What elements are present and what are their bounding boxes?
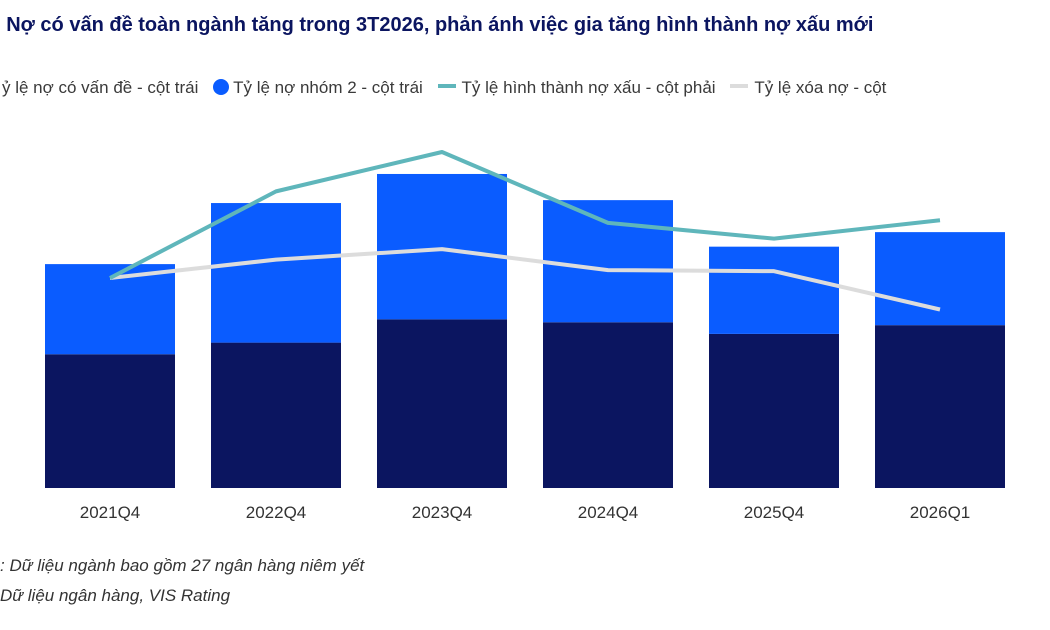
- legend-label-group2-debt: Tỷ lệ nợ nhóm 2 - cột trái: [233, 78, 423, 97]
- legend-swatch-npl-formation: [437, 84, 456, 88]
- legend-label-write-off: Tỷ lệ xóa nợ - cột: [754, 78, 887, 97]
- legend-item-write-off: Tỷ lệ xóa nợ - cột: [730, 78, 886, 98]
- bar-2026Q1-series-1: [875, 232, 1005, 326]
- line-layer: [109, 150, 941, 312]
- legend-label-problem-debt: ỷ lệ nợ có vấn đề - cột trái: [2, 78, 199, 97]
- x-axis-ticks: 2021Q4 2022Q4 2023Q4 2024Q4 2025Q4 2026Q1: [80, 503, 971, 522]
- bar-2026Q1-series-0: [875, 325, 1005, 488]
- footnote-note: : Dữ liệu ngành bao gồm 27 ngân hàng niê…: [0, 556, 365, 575]
- bar-2024Q4-series-1: [543, 200, 673, 323]
- legend-item-problem-debt: ỷ lệ nợ có vấn đề - cột trái: [0, 78, 198, 98]
- legend-label-npl-formation: Tỷ lệ hình thành nợ xấu - cột phải: [461, 78, 716, 97]
- x-tick-label: 2026Q1: [910, 503, 971, 522]
- bar-2025Q4-series-0: [709, 333, 839, 488]
- bar-layer: [45, 173, 1005, 488]
- x-tick-label: 2022Q4: [246, 503, 307, 522]
- x-tick-label: 2025Q4: [744, 503, 805, 522]
- line-series-write-off: [109, 247, 941, 312]
- x-tick-label: 2021Q4: [80, 503, 141, 522]
- bar-2024Q4-series-0: [543, 322, 673, 488]
- chart-legend: ỷ lệ nợ có vấn đề - cột trái Tỷ lệ nợ nh…: [0, 78, 896, 98]
- chart-title: : Nợ có vấn đề toàn ngành tăng trong 3T2…: [0, 14, 874, 36]
- bar-2025Q4-series-1: [709, 246, 839, 334]
- bar-2021Q4-series-0: [45, 354, 175, 488]
- legend-item-group2-debt: Tỷ lệ nợ nhóm 2 - cột trái: [213, 78, 423, 98]
- bar-2022Q4-series-1: [211, 203, 341, 343]
- chart-plot-area: 2021Q4 2022Q4 2023Q4 2024Q4 2025Q4 2026Q1: [45, 150, 1005, 522]
- bar-2022Q4-series-0: [211, 342, 341, 488]
- bar-2023Q4-series-1: [377, 173, 507, 320]
- bar-2021Q4-series-1: [45, 264, 175, 355]
- legend-swatch-group2-debt: [213, 79, 230, 95]
- footnote-source: Dữ liệu ngân hàng, VIS Rating: [0, 586, 231, 605]
- x-tick-label: 2024Q4: [578, 503, 639, 522]
- bar-2023Q4-series-0: [377, 319, 507, 488]
- x-tick-label: 2023Q4: [412, 503, 473, 522]
- legend-swatch-write-off: [730, 84, 749, 88]
- legend-item-npl-formation: Tỷ lệ hình thành nợ xấu - cột phải: [437, 78, 716, 98]
- line-series-npl-formation: [109, 150, 941, 280]
